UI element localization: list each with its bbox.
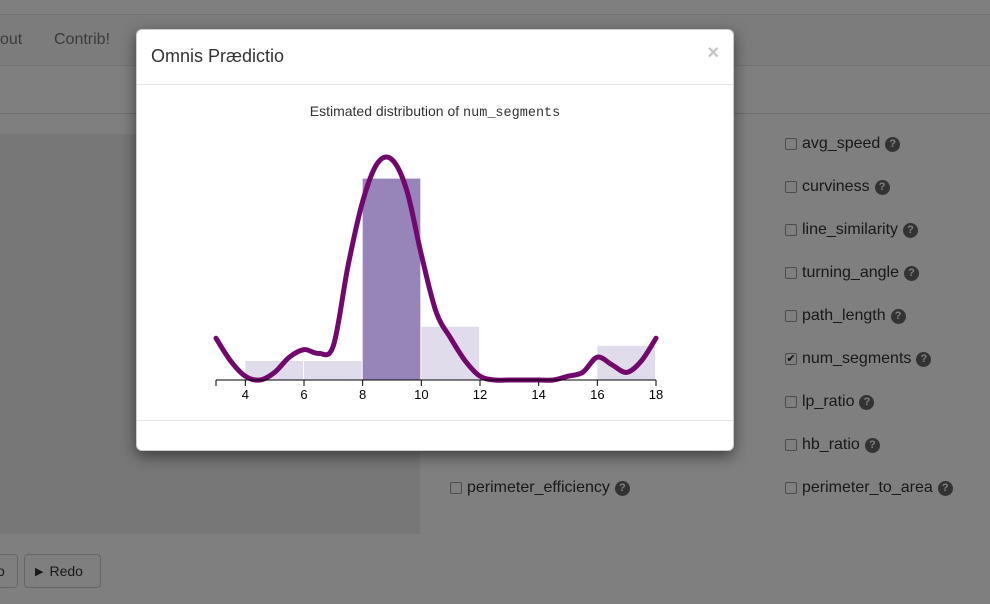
stat-value: 1 [540, 417, 552, 420]
x-tick-label: 6 [300, 387, 307, 402]
histogram-bar [304, 361, 362, 380]
stat-value: 3 [493, 417, 505, 420]
x-axis: 4 6 8 10 12 14 16 18 [215, 379, 663, 402]
x-tick-label: 8 [359, 387, 366, 402]
stat-label: 95% CI: [563, 417, 614, 420]
stat-separator: | [382, 417, 393, 420]
stat-separator: | [458, 417, 469, 420]
x-tick-label: 16 [590, 387, 604, 402]
x-tick-label: 12 [473, 387, 487, 402]
stat-value: 9 [370, 417, 382, 420]
stat-label: Min: [215, 417, 244, 420]
chart-title-variable: num_segments [463, 106, 560, 121]
stat-label: Max: [267, 417, 299, 420]
stat-value: [8, 11] [613, 417, 655, 420]
stat-value: 1 [244, 417, 256, 420]
density-line [213, 154, 659, 383]
stat-separator: | [505, 417, 516, 420]
stat-label: SE: [516, 417, 539, 420]
stat-value: 18 [299, 417, 319, 420]
x-tick-label: 4 [242, 387, 249, 402]
stat-label: Median: [393, 417, 446, 420]
density-curve [213, 154, 659, 383]
modal-header: Omnis Prædictio × [137, 30, 733, 85]
close-icon[interactable]: × [707, 42, 719, 64]
stat-label: Mean: [330, 417, 370, 420]
x-tick-label: 18 [649, 387, 663, 402]
modal-footer [137, 420, 733, 421]
x-tick-label: 10 [414, 387, 428, 402]
distribution-chart: Estimated distribution of num_segments 4… [213, 103, 663, 420]
chart-title: Estimated distribution of num_segments [310, 103, 561, 121]
stat-value: 9 [446, 417, 458, 420]
chart-title-prefix: Estimated distribution of [310, 103, 463, 119]
stat-label: SD: [469, 417, 493, 420]
modal-title: Omnis Prædictio [151, 46, 285, 66]
stat-separator: | [551, 417, 562, 420]
prediction-modal: Omnis Prædictio × Estimated distribution… [136, 29, 734, 451]
stat-separator: | [255, 417, 266, 420]
stat-separator: | [318, 417, 329, 420]
summary-statistics: Min: 1 | Max: 18 | Mean: 9 | Median: 9 |… [215, 417, 655, 420]
x-tick-label: 14 [531, 387, 545, 402]
